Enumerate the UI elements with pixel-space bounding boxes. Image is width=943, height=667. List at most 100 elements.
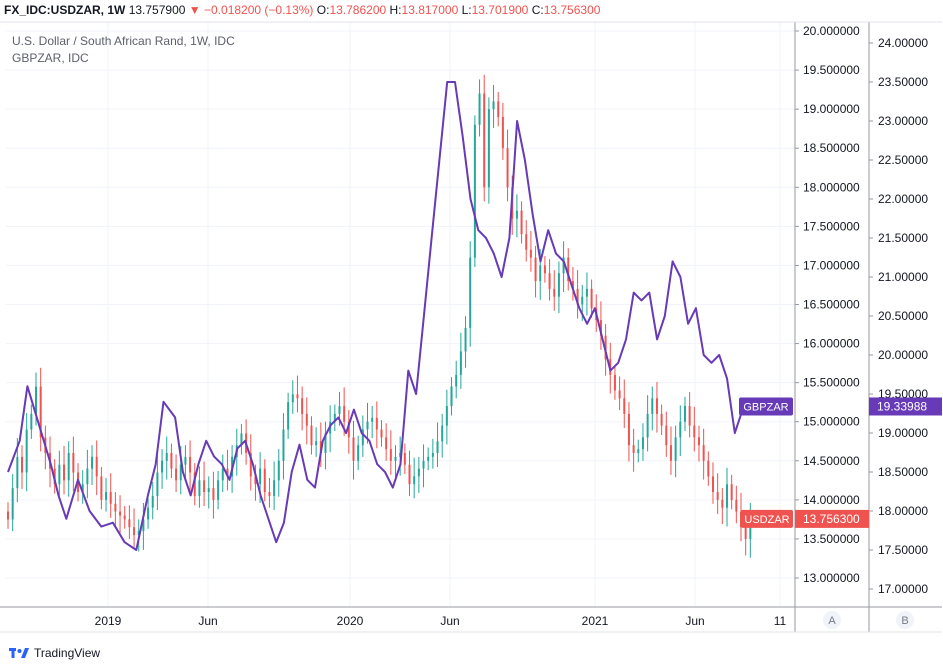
candle — [357, 445, 360, 461]
candle — [413, 476, 416, 485]
compare-axis-label: 22.50000 — [878, 153, 928, 167]
candle — [716, 492, 719, 500]
candle — [301, 398, 304, 414]
candle — [123, 515, 126, 520]
candle — [385, 437, 388, 450]
candle — [338, 406, 341, 414]
candle — [142, 519, 145, 532]
candle — [641, 437, 644, 450]
candle — [156, 472, 159, 496]
candle — [347, 421, 350, 438]
candle — [91, 456, 94, 469]
candle — [315, 441, 318, 446]
symbol-name[interactable]: FX_IDC:USDZAR, 1W — [4, 3, 126, 17]
compare-axis-label: 18.00000 — [878, 504, 928, 518]
candle — [67, 452, 70, 481]
main-series-title[interactable]: U.S. Dollar / South African Rand, 1W, ID… — [12, 34, 235, 48]
tradingview-logo-icon — [9, 648, 29, 658]
candle — [515, 210, 518, 219]
candle — [207, 488, 210, 493]
candle — [81, 484, 84, 493]
candle — [632, 445, 635, 453]
candle — [417, 468, 420, 477]
candle — [725, 484, 728, 508]
price-axis-label: 14.500000 — [803, 454, 860, 468]
candle — [25, 429, 28, 473]
candle — [749, 519, 752, 539]
candle — [189, 456, 192, 473]
candle — [310, 425, 313, 446]
candle — [151, 495, 154, 508]
candle — [581, 296, 584, 305]
price-axis-label: 19.000000 — [803, 102, 860, 116]
candle — [343, 406, 346, 422]
price-axis-label: 15.500000 — [803, 376, 860, 390]
candle — [128, 519, 131, 528]
candle — [525, 234, 528, 250]
candle — [7, 511, 9, 520]
candle — [492, 101, 495, 110]
compare-axis-label: 17.00000 — [878, 582, 928, 596]
x-tick-label: Jun — [198, 614, 217, 628]
candle — [63, 464, 66, 481]
scale-button-a[interactable] — [823, 611, 841, 629]
close-label: C: — [531, 3, 544, 17]
scale-button-b[interactable] — [896, 611, 914, 629]
candle — [333, 413, 336, 422]
candle — [165, 452, 168, 461]
candle — [193, 472, 196, 496]
candle — [119, 511, 122, 516]
candle — [557, 273, 560, 297]
tradingview-logo[interactable]: TradingView — [8, 646, 100, 660]
candle — [613, 374, 616, 391]
candle — [585, 288, 588, 297]
down-arrow-icon: ▼ — [188, 3, 201, 17]
price-axis-label: 13.000000 — [803, 571, 860, 585]
candle — [268, 492, 271, 496]
candle — [459, 351, 462, 375]
candle — [431, 452, 434, 457]
candle — [739, 511, 742, 528]
price-axis-label: 20.000000 — [803, 24, 860, 38]
candle — [179, 464, 182, 481]
compare-series-title[interactable]: GBPZAR, IDC — [12, 51, 89, 65]
candle — [198, 480, 201, 496]
price-axis-label: 19.500000 — [803, 63, 860, 77]
candle — [445, 406, 448, 426]
candle — [16, 456, 19, 489]
candle — [478, 93, 481, 125]
x-tick-label: 11 — [774, 614, 787, 628]
candle — [497, 101, 500, 117]
last-price: 13.757900 — [128, 3, 186, 17]
candle — [217, 480, 220, 500]
candle — [679, 421, 682, 438]
high-value: 13.817000 — [401, 3, 459, 17]
candle — [548, 273, 551, 289]
gbpzar-last-value: 19.33988 — [877, 399, 927, 413]
candle — [455, 374, 458, 387]
candle — [441, 425, 444, 442]
scale-button-b-label: B — [901, 615, 908, 627]
compare-axis-label: 20.00000 — [878, 348, 928, 362]
candle — [254, 476, 257, 485]
candle — [161, 460, 164, 473]
candle — [58, 464, 61, 485]
compare-axis-label: 23.50000 — [878, 75, 928, 89]
candle — [324, 433, 327, 453]
gbpzar-series-badge[interactable] — [739, 397, 793, 416]
compare-axis-label: 24.00000 — [878, 36, 928, 50]
close-value: 13.756300 — [543, 3, 601, 17]
usdzar-series-badge[interactable] — [741, 509, 793, 528]
brand-name: TradingView — [34, 646, 101, 660]
candle — [599, 320, 602, 336]
candle — [11, 488, 14, 520]
candle — [576, 288, 579, 305]
compare-axis-label: 19.00000 — [878, 426, 928, 440]
candle — [212, 488, 215, 500]
candle — [627, 413, 630, 446]
candle — [226, 468, 229, 477]
candle — [291, 394, 294, 403]
candle — [263, 468, 266, 493]
price-axis-label: 15.000000 — [803, 415, 860, 429]
